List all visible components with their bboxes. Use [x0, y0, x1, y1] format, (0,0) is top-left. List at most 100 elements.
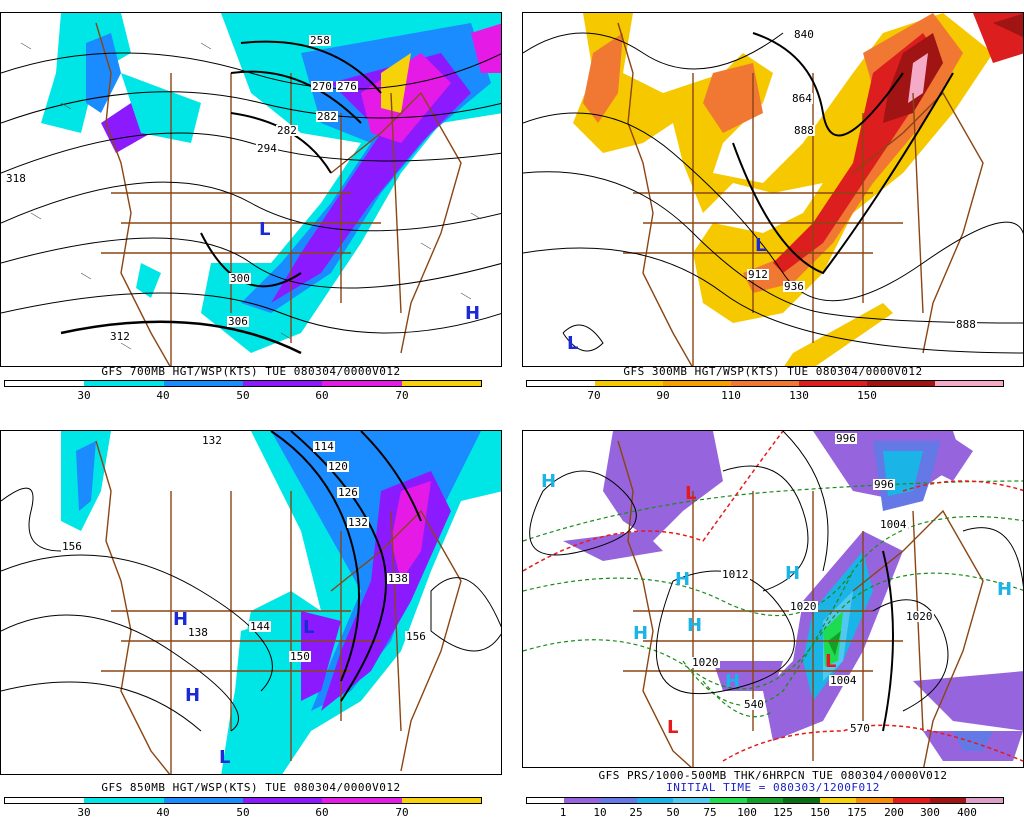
panel-850mb: 132 114 120 126 132 156 138 144 150 156 …: [0, 430, 502, 832]
contour-label: 864: [791, 92, 813, 105]
contour-label: 132: [201, 434, 223, 447]
contour-label: 540: [743, 698, 765, 711]
high-center-icon: H: [633, 623, 649, 644]
colorbar-tick: 70: [395, 806, 409, 819]
colorbar: [526, 380, 1004, 387]
colorbar-swatch: [5, 798, 85, 803]
contour-label: 318: [5, 172, 27, 185]
colorbar-swatch: [710, 798, 747, 803]
panel-prs-thk-pcn: 996 996 1004 1012 1020 1020 1020 1004 54…: [522, 430, 1024, 819]
colorbar-tick: 40: [156, 806, 170, 819]
colorbar-swatch: [783, 798, 820, 803]
colorbar-tick: 150: [857, 389, 877, 402]
contour-label: 144: [249, 620, 271, 633]
colorbar-swatch: [636, 798, 674, 803]
panel-700mb: 318 258 270 282 276 282 294 300 306 312 …: [0, 12, 502, 414]
contour-label: 294: [256, 142, 278, 155]
contour-label: 840: [793, 28, 815, 41]
low-center-icon: L: [755, 235, 767, 256]
panel-300mb: 840 864 888 912 936 888 L L GFS 300MB HG…: [522, 12, 1024, 414]
colorbar-swatch: [322, 381, 402, 386]
panel-caption: GFS 300MB HGT/WSP(KTS) TUE 080304/0000V0…: [623, 365, 923, 378]
colorbar-swatch: [935, 381, 1003, 386]
colorbar-tick: 25: [629, 806, 643, 819]
low-center-icon: L: [685, 483, 697, 504]
panel-caption: GFS 850MB HGT/WSP(KTS) TUE 080304/0000V0…: [101, 781, 401, 794]
colorbar-tick: 75: [703, 806, 717, 819]
colorbar-swatch: [563, 798, 601, 803]
contour-label: 282: [276, 124, 298, 137]
colorbar-swatch: [746, 798, 784, 803]
colorbar-tick: 300: [920, 806, 940, 819]
contour-label: 120: [327, 460, 349, 473]
colorbar-swatch: [663, 381, 731, 386]
colorbar-tick: 50: [236, 389, 250, 402]
contour-label: 138: [387, 572, 409, 585]
contour-label: 312: [109, 330, 131, 343]
colorbar-tick: 70: [587, 389, 601, 402]
contour-label: 996: [873, 478, 895, 491]
colorbar-swatch: [893, 798, 930, 803]
colorbar-swatch: [929, 798, 967, 803]
colorbar-tick: 150: [810, 806, 830, 819]
colorbar-swatch: [401, 798, 481, 803]
colorbar-swatch: [5, 381, 85, 386]
colorbar-tick: 1: [559, 806, 567, 819]
colorbar-swatch: [322, 798, 402, 803]
contour-label: 1020: [905, 610, 934, 623]
colorbar-swatch: [163, 798, 243, 803]
colorbar: [4, 380, 482, 387]
wind-speed-fill: [523, 13, 1023, 366]
contour-label: 156: [61, 540, 83, 553]
low-center-icon: L: [567, 333, 579, 354]
map-300mb: 840 864 888 912 936 888 L L: [522, 12, 1024, 367]
contour-label: 276: [336, 80, 358, 93]
map-850mb: 132 114 120 126 132 156 138 144 150 156 …: [0, 430, 502, 775]
contour-label: 1020: [789, 600, 818, 613]
contour-label: 282: [316, 110, 338, 123]
contour-label: 570: [849, 722, 871, 735]
colorbar-tick: 60: [315, 389, 329, 402]
colorbar-tick: 50: [236, 806, 250, 819]
colorbar-swatch: [799, 381, 867, 386]
contour-label: 1004: [879, 518, 908, 531]
colorbar-swatch: [600, 798, 637, 803]
map-prs-thk-pcn: 996 996 1004 1012 1020 1020 1020 1004 54…: [522, 430, 1024, 768]
colorbar-tick: 110: [721, 389, 741, 402]
colorbar-tick: 60: [315, 806, 329, 819]
colorbar-tick: 10: [593, 806, 607, 819]
contour-label: 138: [187, 626, 209, 639]
high-center-icon: H: [687, 615, 703, 636]
low-center-icon: L: [303, 617, 315, 638]
colorbar-tick: 50: [666, 806, 680, 819]
colorbar-tick: 90: [656, 389, 670, 402]
low-center-icon: L: [825, 651, 837, 672]
colorbar-tick: 130: [789, 389, 809, 402]
colorbar-tick: 30: [77, 806, 91, 819]
contour-label: 888: [955, 318, 977, 331]
colorbar-swatch: [867, 381, 935, 386]
colorbar-swatch: [527, 381, 595, 386]
high-center-icon: H: [725, 671, 741, 692]
colorbar-swatch: [819, 798, 857, 803]
high-center-icon: H: [465, 303, 481, 324]
contour-label: 258: [309, 34, 331, 47]
colorbar-tick: 70: [395, 389, 409, 402]
colorbar-swatch: [242, 381, 323, 386]
contour-label: 1012: [721, 568, 750, 581]
colorbar-swatch: [856, 798, 894, 803]
colorbar-swatch: [242, 798, 323, 803]
contour-label: 150: [289, 650, 311, 663]
contour-label: 132: [347, 516, 369, 529]
contour-label: 270: [311, 80, 333, 93]
colorbar-swatch: [84, 381, 164, 386]
colorbar-swatch: [527, 798, 564, 803]
wind-speed-fill: [1, 431, 501, 774]
wind-speed-fill: [1, 13, 501, 366]
colorbar-tick: 100: [737, 806, 757, 819]
colorbar-tick: 175: [847, 806, 867, 819]
contour-label: 156: [405, 630, 427, 643]
high-center-icon: H: [675, 569, 691, 590]
map-700mb: 318 258 270 282 276 282 294 300 306 312 …: [0, 12, 502, 367]
colorbar: [526, 797, 1004, 804]
